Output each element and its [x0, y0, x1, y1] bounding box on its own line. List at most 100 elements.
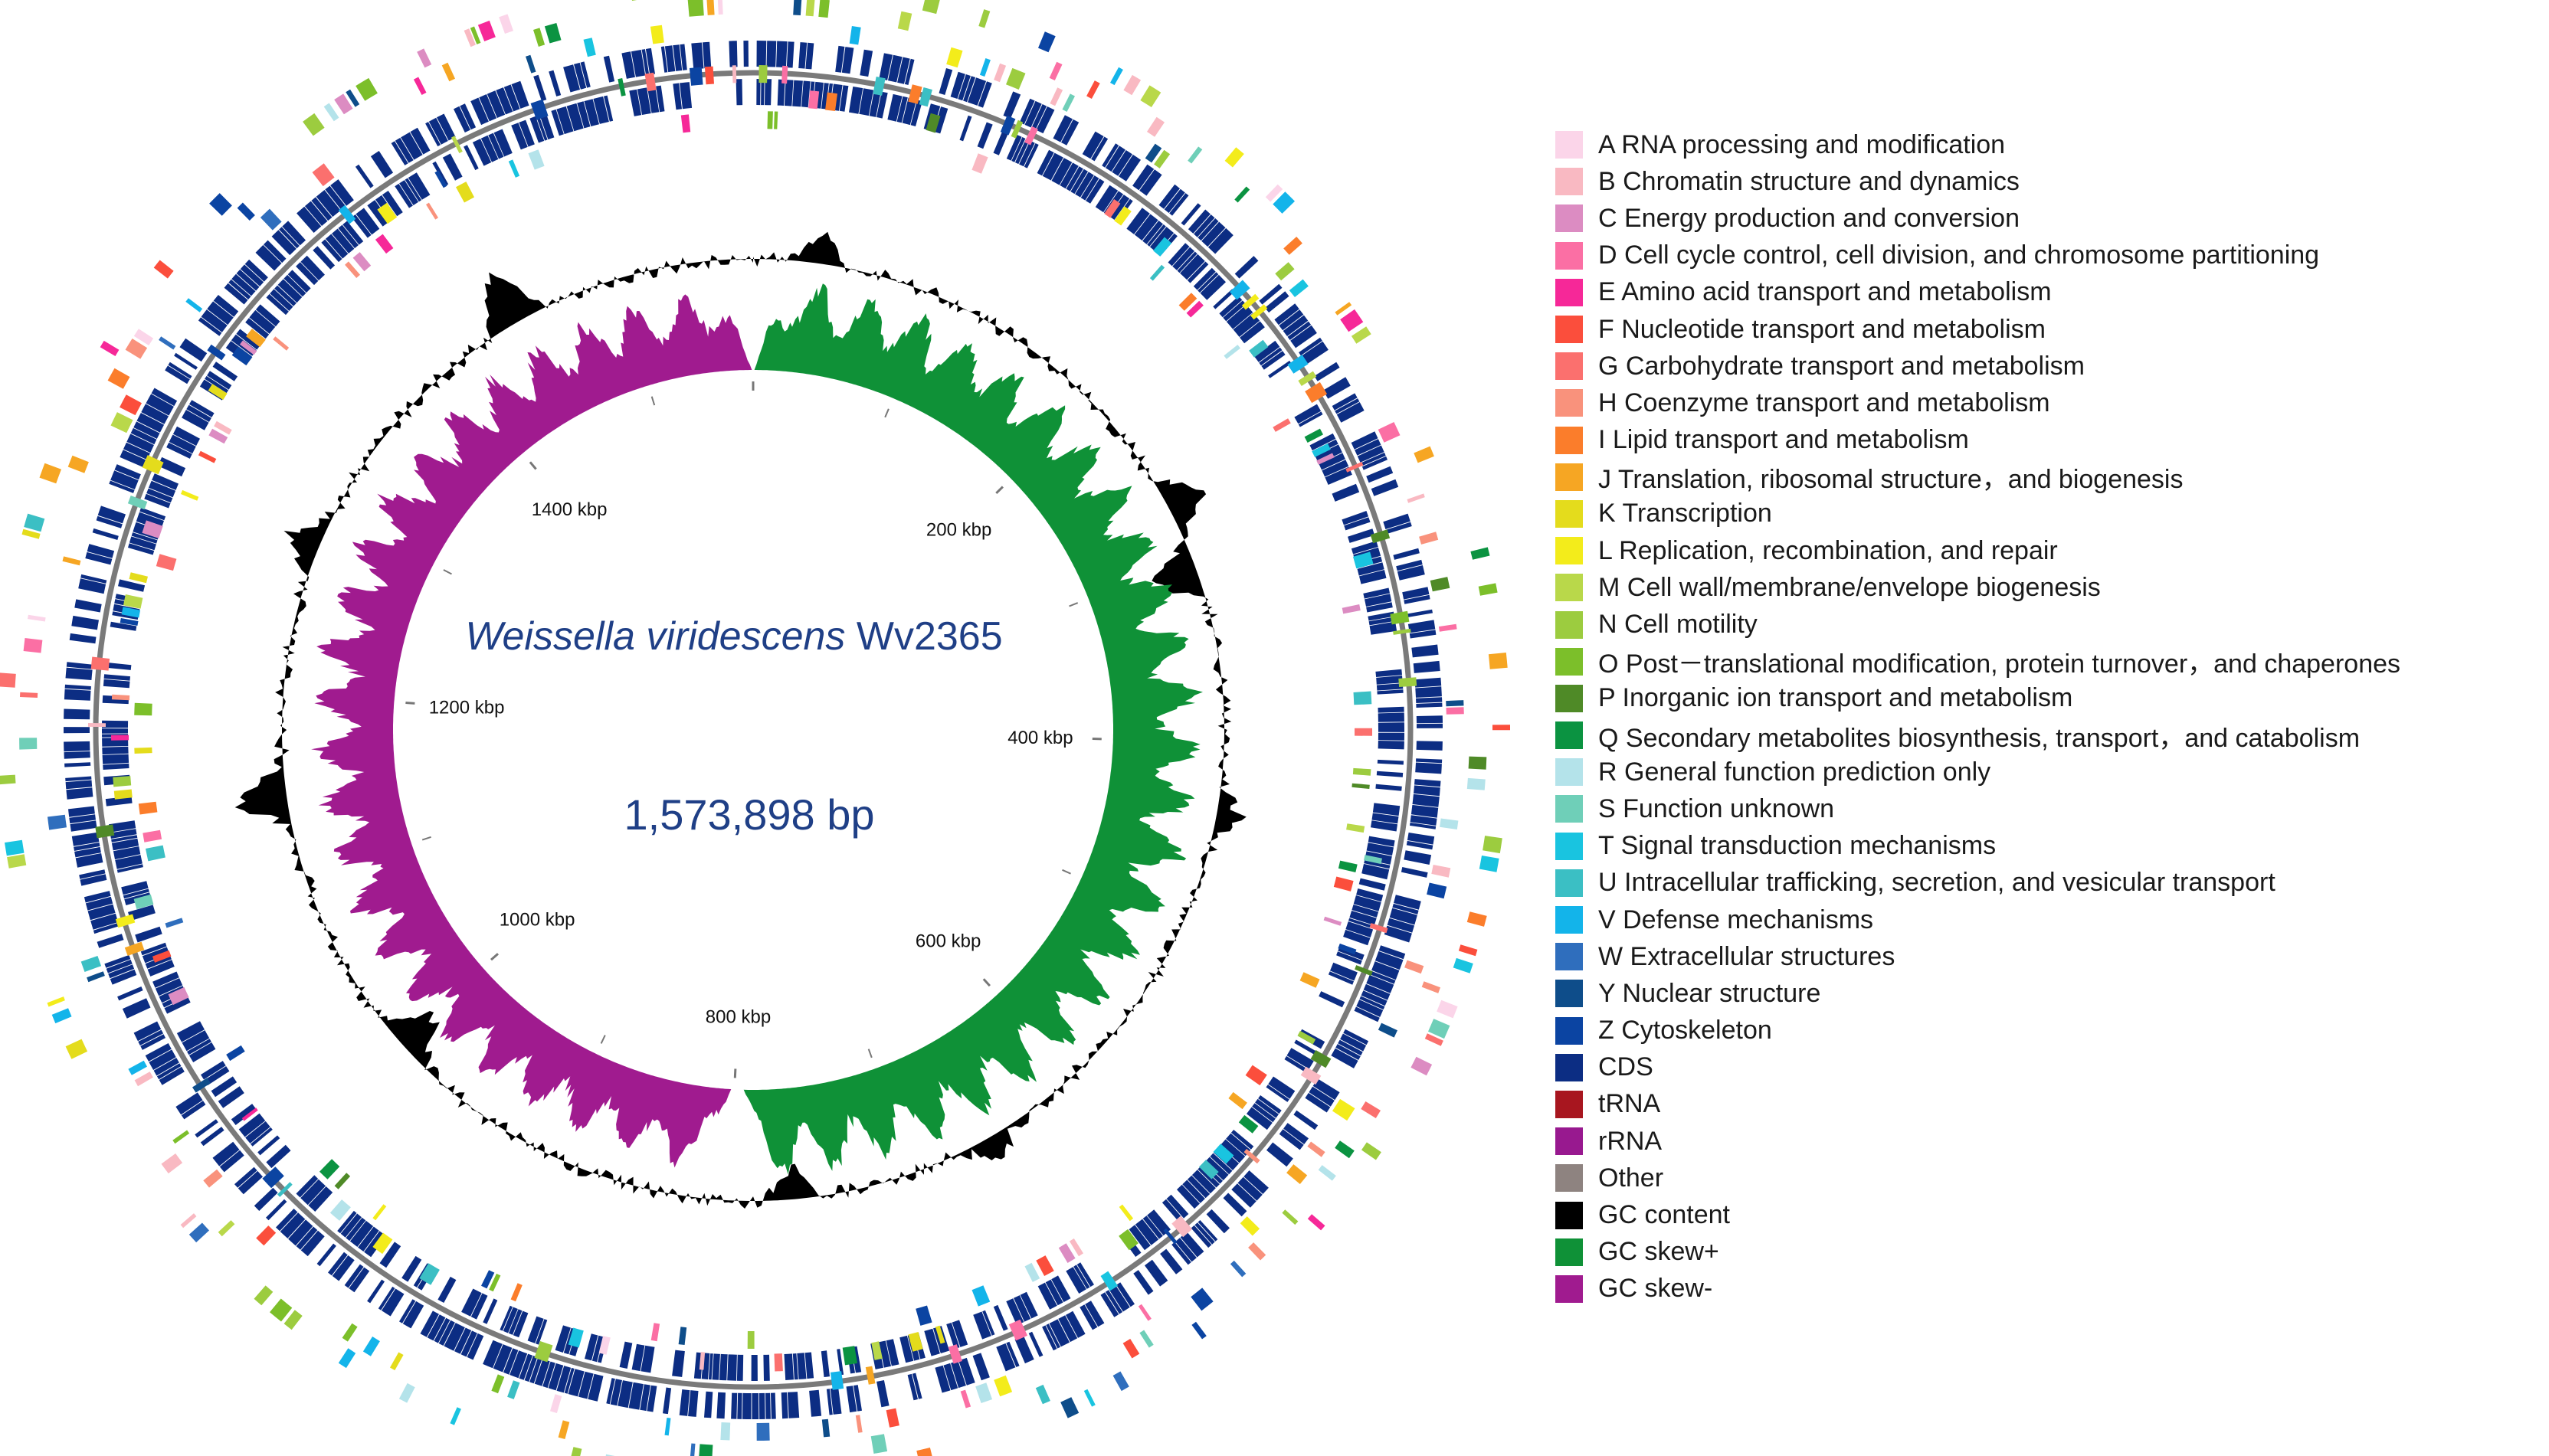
cds-feature	[175, 1092, 203, 1115]
cog-feature	[583, 38, 596, 57]
cog-feature	[355, 77, 378, 101]
cog-feature	[971, 1285, 991, 1307]
cds-feature	[591, 1335, 604, 1363]
cog-feature	[873, 77, 886, 96]
cds-feature	[195, 1119, 218, 1138]
cog-feature	[1147, 116, 1165, 137]
cds-feature	[325, 234, 349, 259]
cog-feature	[994, 1375, 1013, 1397]
cds-feature	[186, 404, 211, 422]
cds-feature	[1338, 1039, 1363, 1056]
cds-feature	[556, 1366, 572, 1393]
cog-feature	[237, 202, 255, 221]
cds-feature	[300, 255, 325, 281]
scale-tick-label: 1400 kbp	[532, 499, 608, 520]
legend-label: D Cell cycle control, cell division, and…	[1598, 240, 2320, 270]
cds-feature	[1268, 1076, 1296, 1099]
cds-feature	[781, 1392, 788, 1419]
organism-genus-species: Weissella viridescens	[465, 614, 845, 659]
cds-feature	[1363, 983, 1391, 1000]
cog-feature	[664, 1418, 671, 1436]
cds-feature	[1319, 991, 1345, 1008]
cds-feature	[266, 1144, 291, 1169]
cds-feature	[287, 270, 311, 293]
cds-feature	[211, 1076, 238, 1098]
cog-feature	[7, 854, 27, 869]
cds-feature	[1116, 1282, 1135, 1307]
cds-feature	[835, 45, 845, 73]
cog-feature	[568, 1327, 584, 1348]
cog-feature	[138, 801, 158, 815]
scale-tick	[405, 702, 415, 705]
cog-feature	[1446, 707, 1464, 715]
legend-item: R General function prediction only	[1555, 754, 2400, 790]
cds-feature	[641, 1345, 655, 1373]
cds-feature	[460, 1330, 477, 1357]
cds-feature	[1312, 1078, 1340, 1101]
cds-feature	[1255, 1098, 1279, 1118]
legend-swatch	[1555, 537, 1583, 565]
cds-feature	[993, 1304, 1008, 1331]
cds-feature	[437, 1276, 457, 1303]
cds-feature	[270, 289, 293, 311]
cog-feature	[67, 455, 89, 473]
inner-cog-annotation-ring	[87, 65, 1417, 1390]
cds-feature	[1145, 1259, 1168, 1287]
cog-feature	[129, 572, 148, 584]
cds-feature	[943, 1363, 958, 1391]
cds-feature	[1369, 621, 1397, 635]
cds-feature	[776, 41, 788, 68]
cds-feature	[1233, 312, 1260, 337]
cog-feature	[1275, 262, 1295, 281]
cds-feature	[64, 689, 91, 701]
cds-feature	[332, 1255, 355, 1281]
cds-feature	[899, 1335, 914, 1363]
cog-feature	[1346, 823, 1365, 833]
cog-feature	[1458, 944, 1478, 957]
cds-feature	[271, 230, 297, 256]
legend-swatch	[1555, 1274, 1583, 1303]
cds-feature	[75, 853, 103, 868]
cds-feature	[276, 1209, 298, 1232]
scale-tick-label: 400 kbp	[1007, 728, 1073, 748]
cds-feature	[1133, 1270, 1154, 1295]
cog-feature	[5, 839, 25, 856]
cds-feature	[1091, 136, 1109, 162]
cog-feature	[434, 170, 447, 188]
cds-feature	[238, 1170, 263, 1195]
cds-feature	[1299, 337, 1322, 356]
cog-feature	[51, 1008, 72, 1024]
cog-feature	[80, 956, 102, 972]
cds-feature	[213, 295, 239, 317]
cds-feature	[1106, 146, 1125, 172]
legend-label: R General function prediction only	[1598, 757, 1991, 787]
cog-feature	[1241, 293, 1260, 310]
cds-feature	[104, 662, 132, 670]
cds-feature	[1187, 261, 1209, 283]
cds-feature	[1160, 1248, 1183, 1274]
legend-item: Q Secondary metabolites biosynthesis, tr…	[1555, 717, 2400, 754]
cog-feature	[372, 1204, 387, 1221]
cds-feature	[151, 388, 178, 407]
legend-label: L Replication, recombination, and repair	[1598, 535, 2058, 565]
cog-feature	[146, 845, 165, 862]
cog-feature	[767, 111, 773, 129]
cog-feature	[1361, 1142, 1381, 1160]
cog-feature	[1316, 453, 1335, 465]
cog-feature	[908, 1332, 923, 1352]
cds-feature	[846, 1386, 857, 1413]
cds-feature	[149, 1049, 176, 1070]
legend-swatch	[1555, 168, 1583, 196]
cds-feature	[401, 1255, 422, 1282]
cds-feature	[1414, 779, 1441, 787]
cog-feature	[1310, 1050, 1332, 1068]
cds-feature	[1394, 895, 1421, 910]
cds-feature	[555, 1325, 571, 1353]
cds-feature	[946, 1322, 960, 1350]
cds-feature	[628, 1382, 644, 1410]
cds-feature	[1258, 1095, 1282, 1114]
cds-feature	[1207, 227, 1234, 254]
cds-feature	[1397, 565, 1425, 581]
cds-feature	[64, 684, 91, 690]
cds-feature	[1213, 289, 1235, 309]
